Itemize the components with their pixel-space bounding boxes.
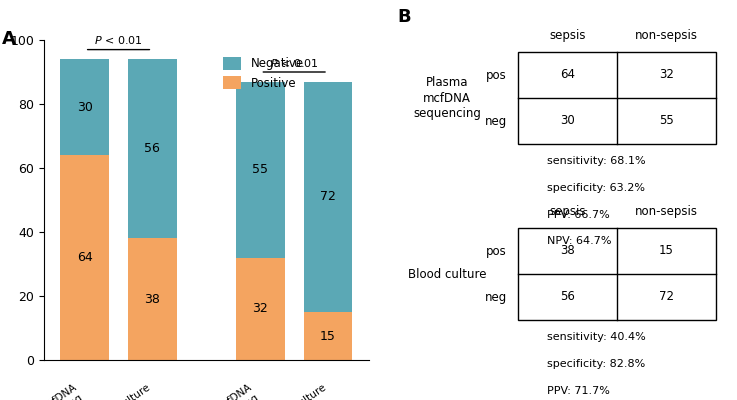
Text: $\mathit{P}$ < 0.01: $\mathit{P}$ < 0.01 xyxy=(270,57,318,69)
Text: non-sepsis: non-sepsis xyxy=(635,29,698,42)
Bar xyxy=(236,82,284,258)
Bar xyxy=(60,155,109,360)
Text: 38: 38 xyxy=(144,293,160,306)
Text: Plasma mcfDNA
sequencing: Plasma mcfDNA sequencing xyxy=(180,382,260,400)
Text: Blood culture: Blood culture xyxy=(90,382,153,400)
Text: Blood culture: Blood culture xyxy=(408,268,486,280)
Text: 56: 56 xyxy=(560,290,575,304)
Text: 30: 30 xyxy=(77,101,93,114)
Text: 30: 30 xyxy=(560,114,575,128)
Text: NPV: 64.7%: NPV: 64.7% xyxy=(548,236,612,246)
Text: pos: pos xyxy=(486,244,507,258)
Bar xyxy=(304,82,352,312)
Legend: Negative, Positive: Negative, Positive xyxy=(219,52,309,94)
Bar xyxy=(128,238,177,360)
Text: 56: 56 xyxy=(144,142,160,155)
Text: 32: 32 xyxy=(659,68,674,82)
Text: Plasma mcfDNA
sequencing: Plasma mcfDNA sequencing xyxy=(4,382,85,400)
Text: specificity: 82.8%: specificity: 82.8% xyxy=(548,359,646,369)
Text: specificity: 63.2%: specificity: 63.2% xyxy=(548,183,646,193)
Text: neg: neg xyxy=(485,290,507,304)
Text: 55: 55 xyxy=(252,163,268,176)
Text: sensitivity: 68.1%: sensitivity: 68.1% xyxy=(548,156,646,166)
Text: 64: 64 xyxy=(77,251,93,264)
Text: A: A xyxy=(2,30,16,48)
Text: 38: 38 xyxy=(560,244,575,258)
Text: sepsis: sepsis xyxy=(549,29,585,42)
Text: 64: 64 xyxy=(559,68,575,82)
Bar xyxy=(304,312,352,360)
Text: sensitivity: 40.4%: sensitivity: 40.4% xyxy=(548,332,646,342)
Text: 72: 72 xyxy=(320,190,336,203)
Text: 15: 15 xyxy=(320,330,336,342)
Text: non-sepsis: non-sepsis xyxy=(635,206,698,218)
Text: pos: pos xyxy=(486,68,507,82)
Bar xyxy=(60,59,109,155)
Text: 72: 72 xyxy=(659,290,674,304)
Bar xyxy=(236,258,284,360)
Text: 55: 55 xyxy=(659,114,674,128)
Text: neg: neg xyxy=(485,114,507,128)
Text: sepsis: sepsis xyxy=(549,206,585,218)
Text: Blood culture: Blood culture xyxy=(265,382,328,400)
Text: 15: 15 xyxy=(659,244,674,258)
Text: $\mathit{P}$ < 0.01: $\mathit{P}$ < 0.01 xyxy=(94,34,143,46)
Bar xyxy=(128,59,177,238)
Text: PPV: 71.7%: PPV: 71.7% xyxy=(548,386,610,396)
Text: B: B xyxy=(397,8,411,26)
Text: 32: 32 xyxy=(253,302,268,315)
Text: PPV: 66.7%: PPV: 66.7% xyxy=(548,210,610,220)
Text: Plasma
mcfDNA
sequencing: Plasma mcfDNA sequencing xyxy=(413,76,481,120)
